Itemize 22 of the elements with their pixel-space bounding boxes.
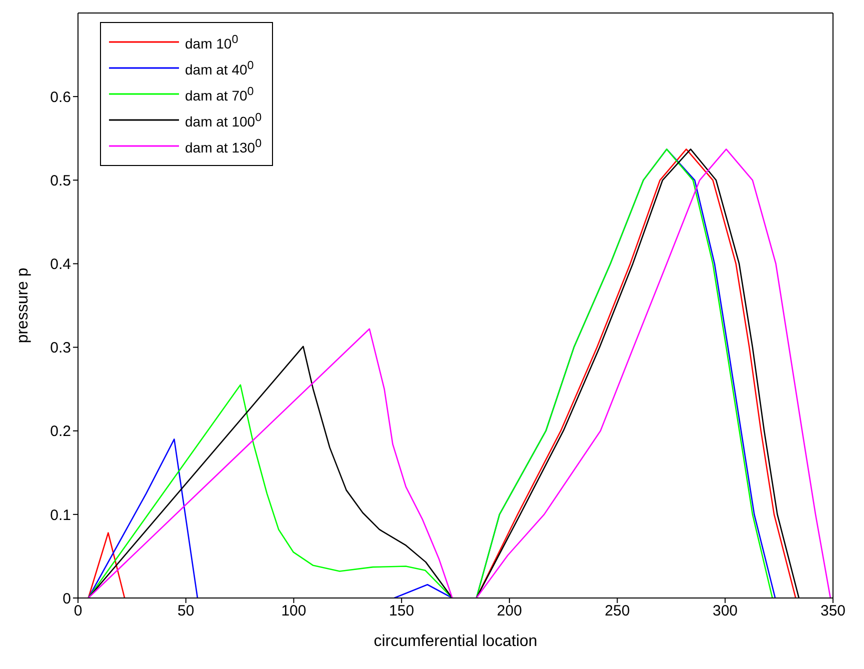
x-tick-label: 350 [820,602,846,620]
y-tick-label: 0.1 [50,506,71,524]
x-axis-title: circumferential location [374,633,538,650]
y-tick-label: 0.4 [50,256,71,274]
y-axis-title: pressure p [14,268,32,344]
y-tick-label: 0 [62,590,71,608]
legend-label: dam at 100$^{0}$ [185,110,262,130]
y-tick-label: 0.5 [50,172,71,190]
x-tick-label: 250 [604,602,630,620]
x-tick-label: 50 [178,602,194,620]
legend-label: dam at 70$^{0}$ [185,84,254,104]
x-tick-label: 150 [389,602,414,620]
y-tick-label: 0.3 [50,340,71,357]
x-tick-label: 300 [712,602,738,620]
x-tick-label: 200 [496,602,522,620]
y-tick-label: 0.6 [50,88,71,106]
y-tick-label: 0.2 [50,423,71,440]
x-tick-label: 100 [281,602,306,620]
legend-label: dam 10$^{0}$ [185,32,238,52]
legend-label: dam at 130$^{0}$ [185,136,262,156]
x-tick-label: 0 [74,602,82,620]
legend-label: dam at 40$^{0}$ [185,58,254,78]
